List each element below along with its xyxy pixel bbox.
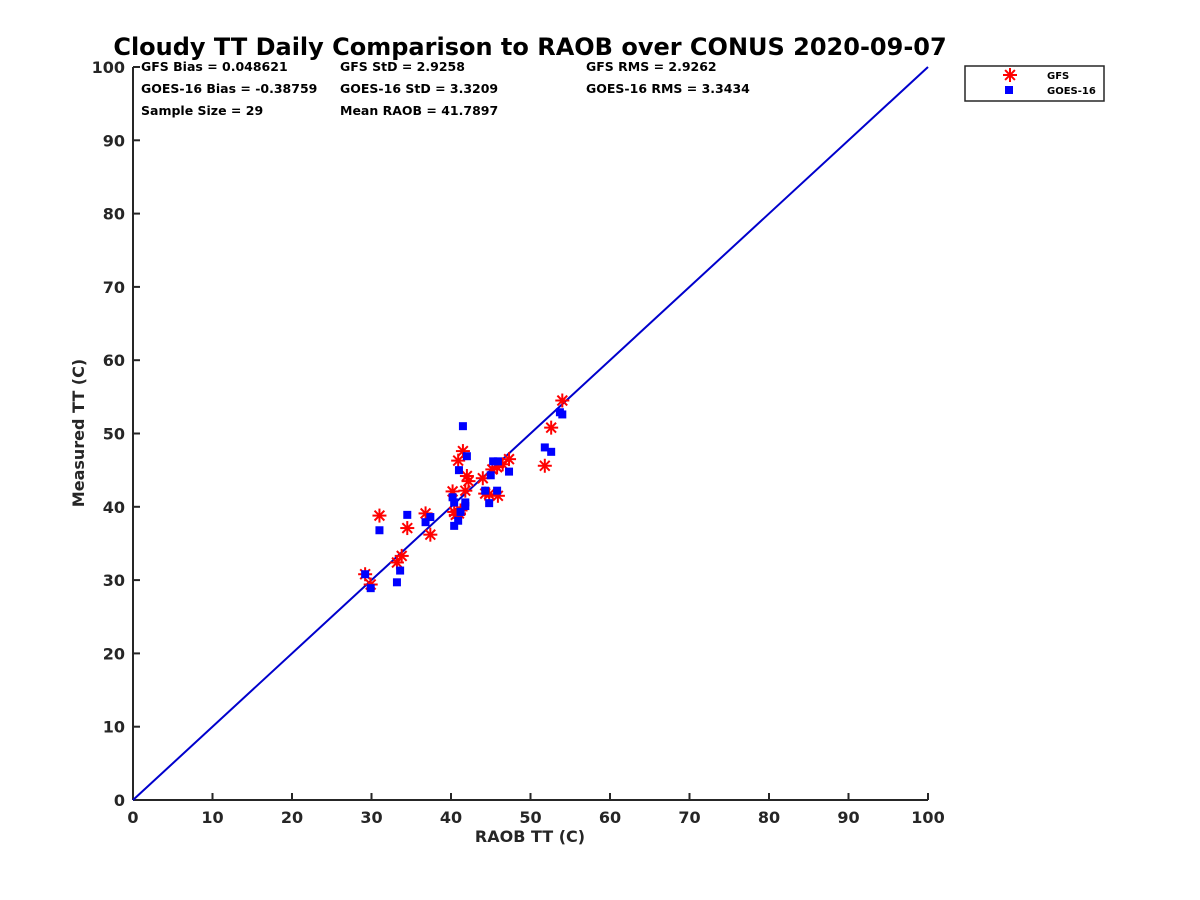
x-tick-label: 60: [599, 808, 621, 827]
goes-16-point: [486, 471, 495, 480]
y-tick-label: 100: [92, 58, 125, 77]
y-ticks: 0 10 20 30 40 50 60 70 80 90 100: [92, 58, 140, 810]
x-tick-label: 100: [911, 808, 944, 827]
legend-goes-square: [1005, 86, 1013, 94]
stat-mean-raob: Mean RAOB = 41.7897: [340, 103, 498, 118]
stat-goes-std: GOES-16 StD = 3.3209: [340, 81, 498, 96]
gfs-point: [544, 420, 559, 435]
x-tick-label: 80: [758, 808, 780, 827]
goes-16-point: [485, 499, 494, 508]
goes-16-point: [450, 498, 459, 507]
goes-16-point: [547, 447, 556, 456]
goes-16-point: [448, 493, 457, 502]
x-tick-label: 30: [360, 808, 382, 827]
stat-goes-bias: GOES-16 Bias = -0.38759: [141, 81, 317, 96]
legend-box: [964, 65, 1105, 102]
goes-16-point: [540, 443, 549, 452]
gfs-point: [423, 527, 438, 542]
goes-16-point: [361, 570, 370, 579]
y-tick-label: 30: [103, 571, 125, 590]
goes-16-point: [392, 578, 401, 587]
y-tick-label: 40: [103, 498, 125, 517]
goes-16-point: [396, 566, 405, 575]
x-tick-label: 70: [678, 808, 700, 827]
goes-16-point: [493, 486, 502, 495]
goes-16-point: [462, 452, 471, 461]
gfs-point: [400, 521, 415, 536]
legend: GFS GOES-16: [964, 65, 1105, 102]
goes-16-point: [481, 486, 490, 495]
goes-16-point: [426, 513, 435, 522]
gfs-point: [537, 458, 552, 473]
legend-gfs-marker: [1003, 68, 1017, 82]
y-tick-label: 70: [103, 278, 125, 297]
x-tick-label: 90: [837, 808, 859, 827]
y-tick-label: 80: [103, 205, 125, 224]
gfs-point: [394, 548, 409, 563]
legend-gfs-label: GFS: [1047, 71, 1069, 82]
y-tick-label: 20: [103, 644, 125, 663]
goes-16-point: [458, 422, 467, 431]
y-tick-label: 0: [114, 791, 125, 810]
gfs-point: [372, 508, 387, 523]
y-tick-label: 60: [103, 351, 125, 370]
legend-goes-marker: [1005, 86, 1013, 94]
goes-16-point: [454, 466, 463, 475]
goes-16-point: [421, 518, 430, 527]
x-tick-label: 10: [201, 808, 223, 827]
x-tick-label: 20: [281, 808, 303, 827]
x-tick-label: 50: [519, 808, 541, 827]
y-tick-label: 50: [103, 425, 125, 444]
stat-sample-size: Sample Size = 29: [141, 103, 263, 118]
goes-16-point: [366, 584, 375, 593]
stats-block: GFS Bias = 0.048621 GFS StD = 2.9258 GFS…: [141, 59, 750, 118]
goes-16-point: [493, 457, 502, 466]
gfs-point: [555, 393, 570, 408]
legend-goes-label: GOES-16: [1047, 86, 1096, 97]
goes-16-point: [489, 457, 498, 466]
gfs-point: [458, 483, 473, 498]
y-tick-label: 10: [103, 718, 125, 737]
stat-gfs-std: GFS StD = 2.9258: [340, 59, 465, 74]
y-tick-label: 90: [103, 131, 125, 150]
goes-16-point: [456, 507, 465, 516]
goes-16-point: [505, 467, 514, 476]
x-tick-label: 40: [440, 808, 462, 827]
gfs-point: [461, 474, 476, 489]
goes-16-point: [454, 516, 463, 525]
chart-title: Cloudy TT Daily Comparison to RAOB over …: [113, 33, 946, 61]
stat-gfs-rms: GFS RMS = 2.9262: [586, 59, 717, 74]
y-axis-label: Measured TT (C): [69, 359, 88, 507]
goes-16-point: [450, 521, 459, 530]
stat-gfs-bias: GFS Bias = 0.048621: [141, 59, 288, 74]
legend-gfs-asterisk: [1003, 68, 1017, 82]
goes-16-point: [403, 510, 412, 519]
goes-16-point: [461, 498, 470, 507]
goes-16-point: [375, 526, 384, 535]
x-tick-label: 0: [127, 808, 138, 827]
gfs-point: [455, 444, 470, 459]
goes-16-point: [558, 410, 567, 419]
x-axis-label: RAOB TT (C): [475, 827, 585, 846]
goes-16-series: [361, 408, 567, 593]
x-ticks: 0 10 20 30 40 50 60 70 80 90 100: [127, 793, 945, 827]
one-to-one-line: [132, 66, 929, 801]
stat-goes-rms: GOES-16 RMS = 3.3434: [586, 81, 750, 96]
